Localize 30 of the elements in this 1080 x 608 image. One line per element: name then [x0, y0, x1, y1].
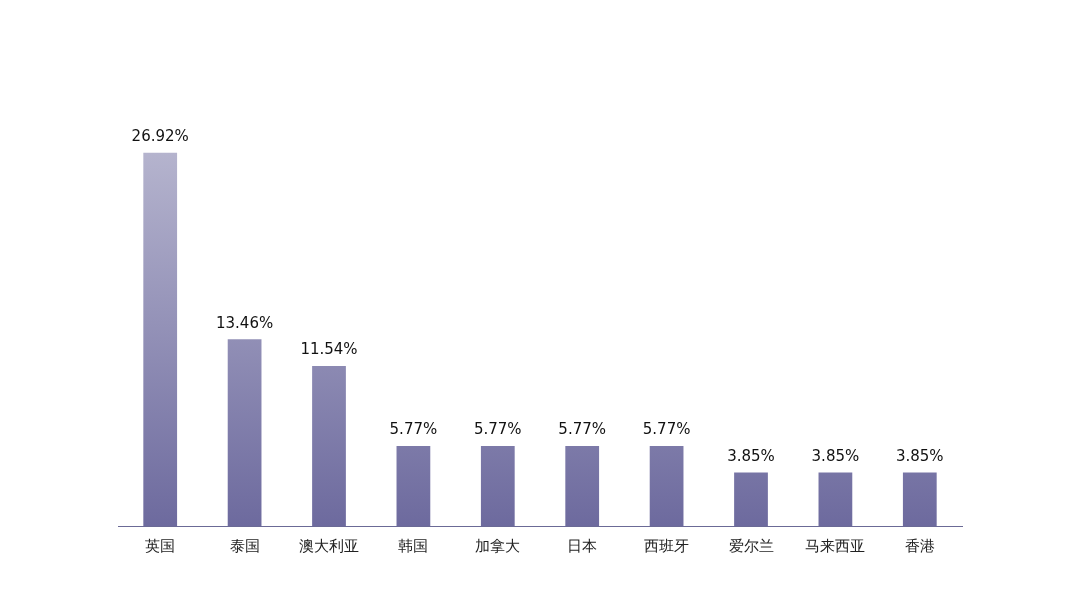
data-label: 3.85% — [727, 447, 775, 465]
data-label: 13.46% — [216, 313, 274, 332]
data-label: 26.92% — [131, 127, 189, 146]
bar — [143, 152, 178, 526]
data-label: 5.77% — [642, 420, 691, 439]
data-label: 5.77% — [473, 420, 522, 439]
x-tick-label: 泰国 — [229, 536, 260, 555]
x-tick-label: 马来西亚 — [805, 536, 866, 555]
bar — [902, 472, 937, 526]
bar — [480, 445, 515, 526]
x-tick-label: 爱尔兰 — [728, 536, 774, 555]
bar — [818, 472, 853, 526]
data-label: 3.85% — [895, 447, 944, 465]
data-label: 11.54% — [300, 340, 358, 359]
bar — [396, 445, 431, 526]
data-label: 5.77% — [558, 420, 607, 439]
bar — [312, 365, 346, 526]
data-label: 5.77% — [389, 420, 438, 439]
x-tick-label: 加拿大 — [475, 536, 521, 555]
x-tick-label: 西班牙 — [644, 536, 690, 555]
x-tick-label: 澳大利亚 — [299, 536, 359, 555]
x-tick-label: 韩国 — [398, 536, 429, 555]
bar — [649, 445, 684, 526]
bar — [565, 445, 600, 526]
x-tick-label: 日本 — [567, 536, 598, 555]
data-label: 3.85% — [811, 447, 860, 465]
bar — [227, 339, 262, 526]
x-tick-label: 香港 — [904, 536, 935, 555]
x-tick-label: 英国 — [145, 536, 176, 555]
bar — [734, 472, 768, 526]
